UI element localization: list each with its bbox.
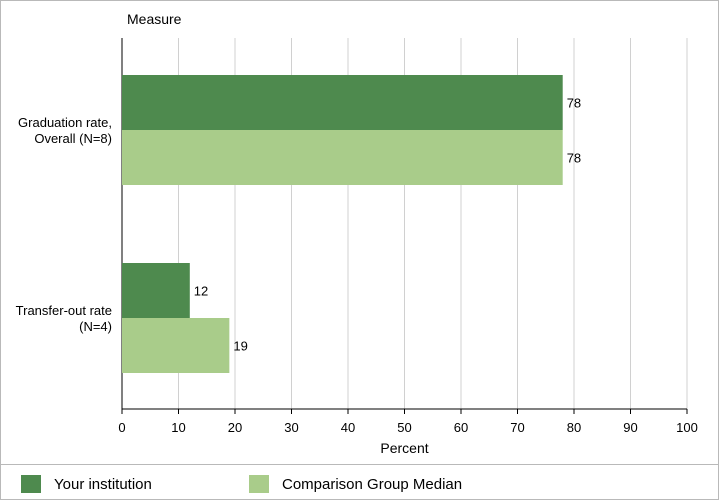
category-label-1: Transfer-out rate (N=4) bbox=[16, 303, 112, 334]
legend-swatch-your-institution bbox=[21, 475, 41, 493]
x-tick-label-0: 0 bbox=[118, 420, 125, 435]
legend-label-your-institution: Your institution bbox=[54, 475, 152, 493]
bar-your-institution-1 bbox=[122, 263, 190, 318]
data-label-your-institution-1: 12 bbox=[194, 284, 208, 299]
legend-item-your-institution: Your institution bbox=[21, 475, 152, 493]
x-tick-label-10: 10 bbox=[171, 420, 185, 435]
x-tick-label-70: 70 bbox=[510, 420, 524, 435]
data-label-comparison-median-0: 78 bbox=[567, 151, 581, 166]
category-label-line: (N=4) bbox=[79, 319, 112, 334]
legend-label-comparison-median: Comparison Group Median bbox=[282, 475, 463, 493]
x-axis-title: Percent bbox=[380, 440, 428, 456]
x-tick-label-30: 30 bbox=[284, 420, 298, 435]
data-label-comparison-median-1: 19 bbox=[233, 339, 247, 354]
x-tick-label-20: 20 bbox=[228, 420, 242, 435]
legend-swatch-comparison-median bbox=[249, 475, 269, 493]
x-tick-label-60: 60 bbox=[454, 420, 468, 435]
bar-your-institution-0 bbox=[122, 75, 563, 130]
legend: Your institution Comparison Group Median bbox=[1, 464, 718, 501]
x-tick-label-50: 50 bbox=[397, 420, 411, 435]
bar-comparison-median-1 bbox=[122, 318, 230, 373]
category-label-line: Overall (N=8) bbox=[34, 131, 112, 146]
legend-item-comparison-median: Comparison Group Median bbox=[249, 475, 462, 493]
bar-comparison-median-0 bbox=[122, 130, 563, 185]
bar-chart: 0 10 20 30 40 50 60 70 80 90 100 Measure Percent 78 78… bbox=[16, 11, 698, 456]
data-label-your-institution-0: 78 bbox=[567, 96, 581, 111]
category-label-line: Graduation rate, bbox=[18, 115, 112, 130]
category-label-line: Transfer-out rate bbox=[16, 303, 112, 318]
y-axis-title: Measure bbox=[127, 11, 182, 27]
x-tick-label-100: 100 bbox=[676, 420, 698, 435]
x-tick-label-90: 90 bbox=[623, 420, 637, 435]
x-tick-label-80: 80 bbox=[567, 420, 581, 435]
x-tick-label-40: 40 bbox=[341, 420, 355, 435]
category-label-0: Graduation rate, Overall (N=8) bbox=[18, 115, 112, 146]
